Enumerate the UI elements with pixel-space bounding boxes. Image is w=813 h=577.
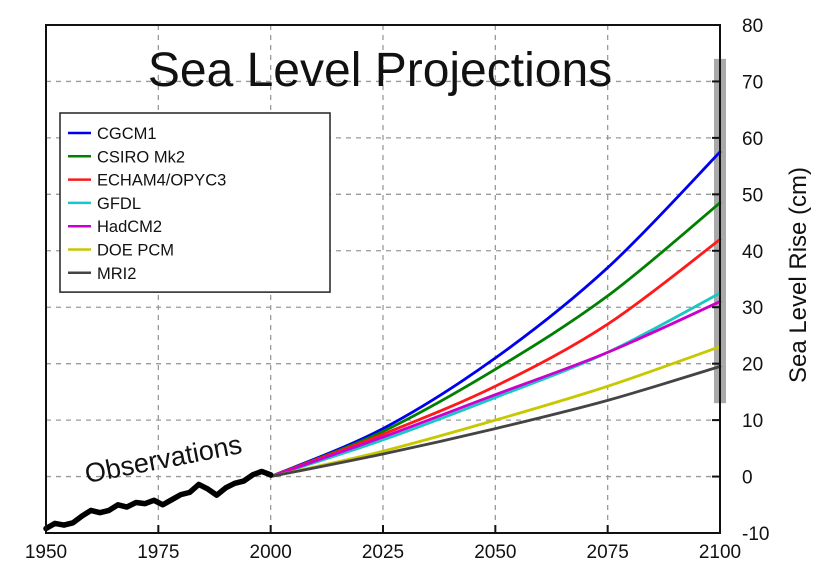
y-tick-label: -10 (742, 524, 769, 545)
series-line-gfdl (269, 291, 722, 478)
legend-label: ECHAM4/OPYC3 (97, 172, 226, 190)
series-line-doe-pcm (269, 345, 722, 478)
y-tick-label: 80 (742, 16, 763, 37)
series-line-mri2 (269, 365, 722, 478)
y-tick-label: 20 (742, 355, 763, 376)
y-axis-label: Sea Level Rise (cm) (785, 167, 812, 383)
grid-lines (46, 25, 720, 533)
chart-title: Sea Level Projections (148, 44, 612, 97)
y-tick-label: 0 (742, 468, 753, 489)
series-line-observations (43, 468, 274, 532)
x-tick-label: 2025 (362, 542, 404, 563)
y-tick-label: 70 (742, 72, 763, 93)
x-tick-label: 2100 (699, 542, 741, 563)
axis-ticks: 1950 1975 2000 2025 2050 2075 2100-10 0 10 20 30 40… (25, 16, 770, 563)
y-tick-label: 30 (742, 298, 763, 319)
x-tick-label: 2000 (250, 542, 292, 563)
y-tick-label: 10 (742, 411, 763, 432)
y-tick-label: 60 (742, 129, 763, 150)
legend-label: CGCM1 (97, 125, 157, 143)
series-line-hadcm2 (269, 300, 722, 478)
x-tick-label: 1950 (25, 542, 67, 563)
legend-box (59, 112, 331, 293)
series-lines (43, 150, 722, 532)
legend-label: MRI2 (97, 265, 136, 283)
x-tick-label: 2075 (587, 542, 629, 563)
x-tick-label: 2050 (474, 542, 516, 563)
series-line-echam4-opyc3 (269, 238, 722, 478)
legend-label: GFDL (97, 195, 141, 213)
y-tick-label: 50 (742, 185, 763, 206)
legend: CGCM1 CSIRO Mk2 ECHAM4/OPYC3 GFDL HadCM2 DOE … (59, 112, 331, 293)
legend-label: HadCM2 (97, 218, 162, 236)
legend-label: CSIRO Mk2 (97, 148, 185, 166)
x-tick-label: 1975 (137, 542, 179, 563)
y-tick-label: 40 (742, 242, 763, 263)
legend-label: DOE PCM (97, 242, 174, 260)
